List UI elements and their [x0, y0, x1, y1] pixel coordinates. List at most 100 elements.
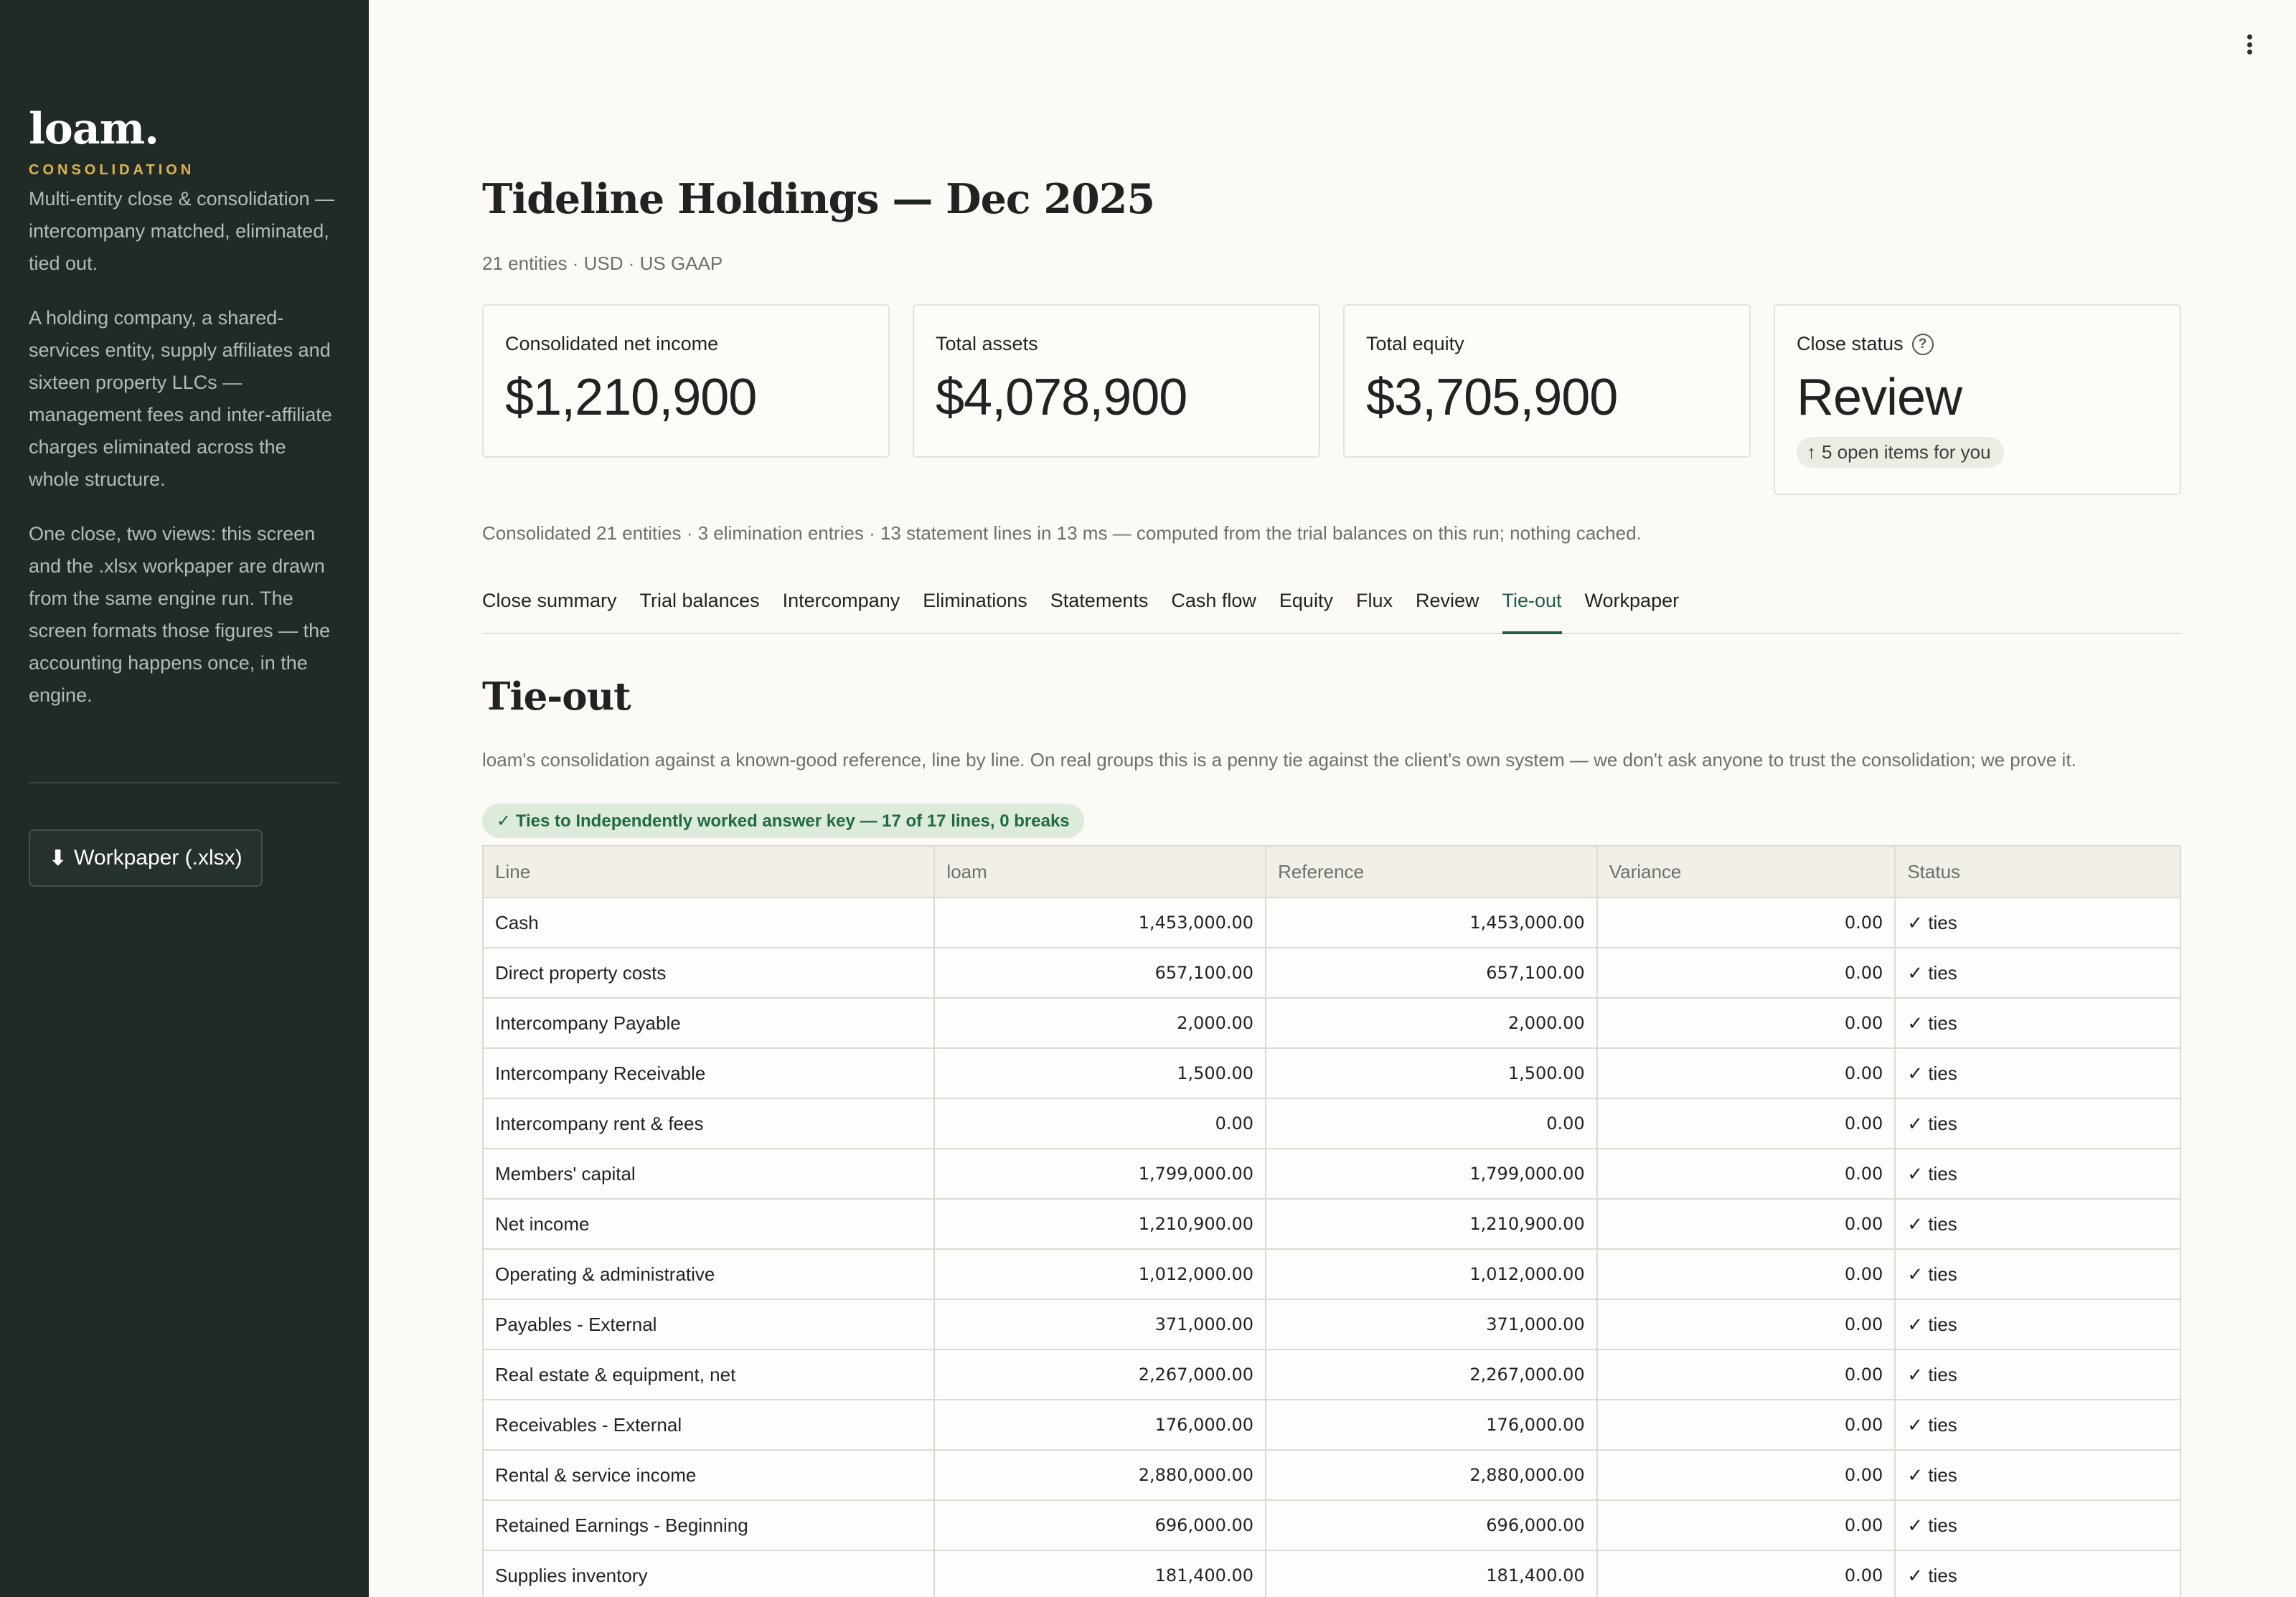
loam-cell: 2,000.00 [933, 997, 1267, 1049]
more-options-icon[interactable] [2239, 32, 2260, 57]
page-title: Tideline Holdings — Dec 2025 [482, 175, 1155, 223]
line-cell: Operating & administrative [481, 1248, 936, 1300]
table-row: Operating & administrative 1,012,000.00 1,… [481, 1248, 2181, 1300]
kpi-cards: Consolidated net income $1,210,900 Total… [482, 304, 2181, 495]
tab-review[interactable]: Review [1415, 590, 1479, 611]
table-row: Intercompany Receivable 1,500.00 1,500.00 0… [481, 1047, 2181, 1099]
loam-cell: 181,400.00 [933, 1550, 1267, 1597]
status-cell: ✓ ties [1894, 1449, 2181, 1501]
section-description: loam's consolidation against a known-goo… [482, 749, 2076, 771]
variance-cell: 0.00 [1596, 897, 1896, 948]
tab-tie-out[interactable]: Tie-out [1502, 587, 1562, 634]
column-header-line: Line [481, 845, 936, 898]
reference-cell: 0.00 [1265, 1098, 1598, 1149]
sidebar-description: A holding company, a shared-services ent… [29, 307, 332, 490]
table-row: Payables - External 371,000.00 371,000.00 0… [481, 1299, 2181, 1350]
status-cell: ✓ ties [1894, 1299, 2181, 1350]
variance-cell: 0.00 [1596, 1198, 1896, 1250]
loam-cell: 371,000.00 [933, 1299, 1267, 1350]
column-header-status: Status [1894, 845, 2181, 898]
variance-cell: 0.00 [1596, 1098, 1896, 1149]
variance-cell: 0.00 [1596, 947, 1896, 999]
table-row: Net income 1,210,900.00 1,210,900.00 0.00 ✓ … [481, 1198, 2181, 1250]
variance-cell: 0.00 [1596, 1449, 1896, 1501]
kpi-label: Close status [1797, 333, 1904, 354]
tieout-table: Line loam Reference Variance Status Cash 1,45… [481, 845, 2181, 1597]
column-header-variance: Variance [1596, 845, 1896, 898]
reference-cell: 2,000.00 [1265, 997, 1598, 1049]
loam-cell: 1,210,900.00 [933, 1198, 1267, 1250]
tab-close-summary[interactable]: Close summary [482, 590, 617, 611]
status-cell: ✓ ties [1894, 1198, 2181, 1250]
variance-cell: 0.00 [1596, 1550, 1896, 1597]
status-cell: ✓ ties [1894, 947, 2181, 999]
table-row: Rental & service income 2,880,000.00 2,880… [481, 1449, 2181, 1501]
table-header-row: Line loam Reference Variance Status [481, 845, 2181, 898]
download-workpaper-label: Workpaper (.xlsx) [74, 846, 243, 870]
reference-cell: 2,880,000.00 [1265, 1449, 1598, 1501]
variance-cell: 0.00 [1596, 1047, 1896, 1099]
sidebar-divider [29, 782, 339, 783]
kpi-label: Total equity [1366, 333, 1464, 354]
tab-cash-flow[interactable]: Cash flow [1171, 590, 1256, 611]
tab-workpaper[interactable]: Workpaper [1584, 590, 1680, 611]
line-cell: Supplies inventory [481, 1550, 936, 1597]
reference-cell: 696,000.00 [1265, 1499, 1598, 1551]
loam-cell: 1,799,000.00 [933, 1148, 1267, 1200]
table-row: Receivables - External 176,000.00 176,000.… [481, 1399, 2181, 1451]
reference-cell: 1,500.00 [1265, 1047, 1598, 1099]
table-row: Members' capital 1,799,000.00 1,799,000.00… [481, 1148, 2181, 1200]
reference-cell: 1,799,000.00 [1265, 1148, 1598, 1200]
line-cell: Intercompany rent & fees [481, 1098, 936, 1149]
reference-cell: 181,400.00 [1265, 1550, 1598, 1597]
tab-trial-balances[interactable]: Trial balances [639, 590, 760, 611]
tab-flux[interactable]: Flux [1355, 590, 1393, 611]
loam-cell: 1,500.00 [933, 1047, 1267, 1099]
variance-cell: 0.00 [1596, 1399, 1896, 1451]
kpi-label: Total assets [936, 333, 1038, 354]
table-body: Cash 1,453,000.00 1,453,000.00 0.00 ✓ ties Di… [481, 897, 2181, 1597]
tab-equity[interactable]: Equity [1279, 590, 1333, 611]
open-items-pill[interactable]: ↑ 5 open items for you [1797, 437, 2004, 468]
download-icon: ⬇ [49, 846, 67, 870]
variance-cell: 0.00 [1596, 1248, 1896, 1300]
line-cell: Cash [481, 897, 936, 948]
reference-cell: 657,100.00 [1265, 947, 1598, 999]
reference-cell: 2,267,000.00 [1265, 1349, 1598, 1400]
variance-cell: 0.00 [1596, 1499, 1896, 1551]
kpi-total-equity: Total equity $3,705,900 [1343, 304, 1751, 458]
line-cell: Receivables - External [481, 1399, 936, 1451]
kpi-value: Review [1797, 369, 1962, 426]
table-row: Supplies inventory 181,400.00 181,400.00 0.… [481, 1550, 2181, 1597]
table-row: Intercompany Payable 2,000.00 2,000.00 0.00… [481, 997, 2181, 1049]
reference-cell: 371,000.00 [1265, 1299, 1598, 1350]
sidebar-note: One close, two views: this screen and th… [29, 523, 331, 706]
help-icon[interactable]: ? [1911, 333, 1934, 355]
status-cell: ✓ ties [1894, 897, 2181, 948]
table-row: Direct property costs 657,100.00 657,100.0… [481, 947, 2181, 999]
line-cell: Members' capital [481, 1148, 936, 1200]
line-cell: Direct property costs [481, 947, 936, 999]
tab-intercompany[interactable]: Intercompany [782, 590, 900, 611]
line-cell: Intercompany Receivable [481, 1047, 936, 1099]
tab-eliminations[interactable]: Eliminations [923, 590, 1027, 611]
kpi-close-status: Close status ? Review ↑ 5 open items for… [1774, 304, 2181, 495]
line-cell: Net income [481, 1198, 936, 1250]
brand-logo: loam. [29, 104, 159, 154]
status-cell: ✓ ties [1894, 1550, 2181, 1597]
kpi-net-income: Consolidated net income $1,210,900 [482, 304, 890, 458]
tab-bar: Close summary Trial balances Intercompany E… [482, 587, 2181, 634]
page-meta: 21 entities · USD · US GAAP [482, 253, 723, 274]
loam-cell: 2,880,000.00 [933, 1449, 1267, 1501]
download-workpaper-button[interactable]: ⬇ Workpaper (.xlsx) [29, 829, 263, 887]
line-cell: Rental & service income [481, 1449, 936, 1501]
reference-cell: 176,000.00 [1265, 1399, 1598, 1451]
table-row: Intercompany rent & fees 0.00 0.00 0.00 ✓ ti… [481, 1098, 2181, 1149]
loam-cell: 2,267,000.00 [933, 1349, 1267, 1400]
arrow-up-icon: ↑ [1807, 441, 1816, 463]
loam-cell: 1,453,000.00 [933, 897, 1267, 948]
tab-statements[interactable]: Statements [1050, 590, 1149, 611]
status-cell: ✓ ties [1894, 1047, 2181, 1099]
kpi-total-assets: Total assets $4,078,900 [913, 304, 1320, 458]
status-cell: ✓ ties [1894, 1248, 2181, 1300]
